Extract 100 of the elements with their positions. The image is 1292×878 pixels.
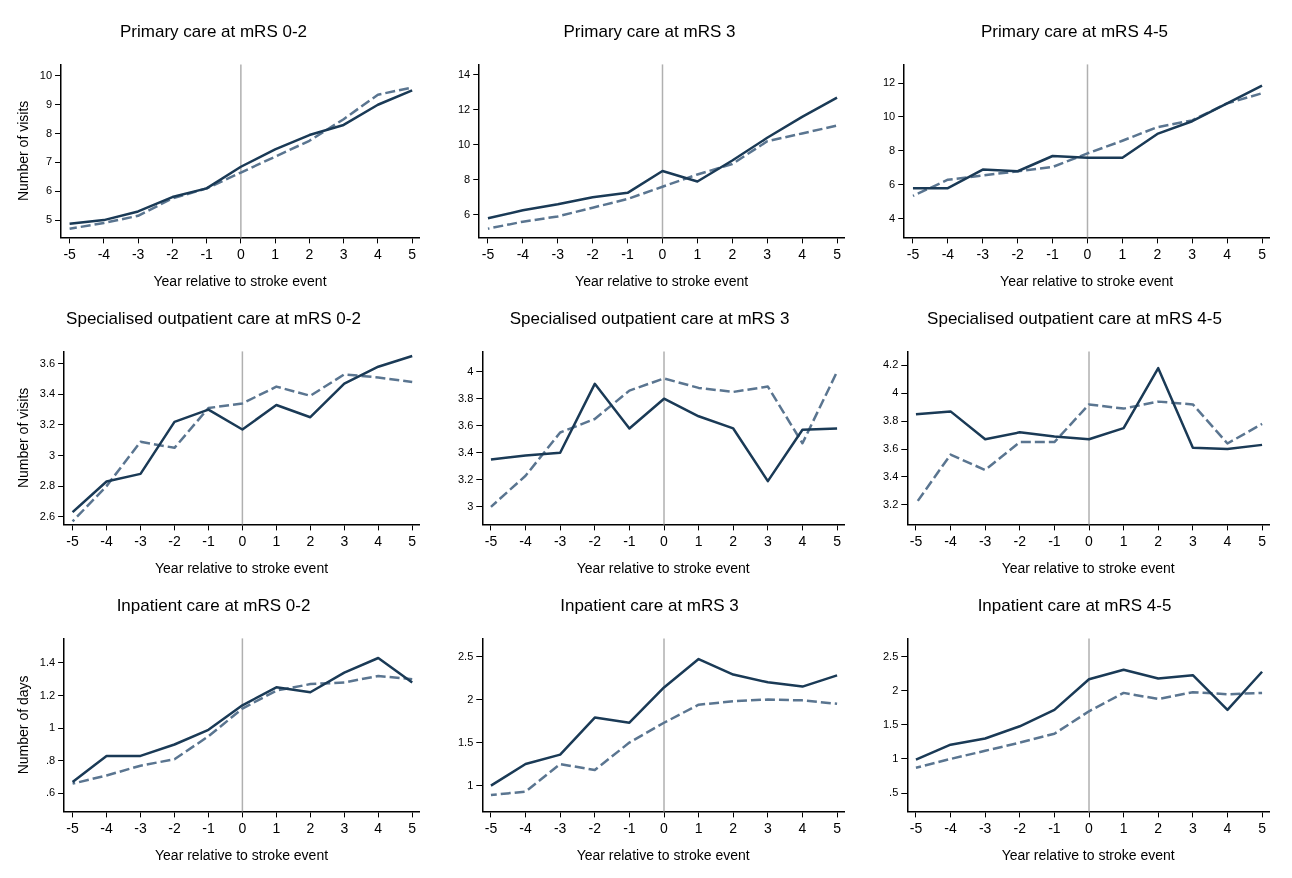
x-tick-label: 1 [694, 532, 703, 549]
x-tick-label: -2 [168, 532, 181, 549]
x-tick-label: 5 [408, 819, 417, 836]
x-tick-label: -4 [97, 245, 111, 262]
chart-title: Inpatient care at mRS 3 [560, 595, 739, 615]
y-tick-label: 2 [467, 692, 474, 705]
x-tick-label: 2 [729, 819, 738, 836]
x-tick-label: -3 [134, 532, 147, 549]
x-tick-label: 4 [798, 532, 807, 549]
x-tick-label: -3 [551, 245, 565, 262]
x-axis-title: Year relative to stroke event [155, 847, 329, 864]
y-tick-label: 8 [889, 143, 896, 156]
x-tick-label: -5 [66, 532, 80, 549]
x-axis-title: Year relative to stroke event [1001, 560, 1175, 577]
y-tick-label: 2.8 [39, 479, 56, 492]
chart-title: Specialised outpatient care at mRS 4-5 [927, 308, 1222, 328]
x-tick-label: -3 [553, 532, 567, 549]
x-tick-label: -2 [1011, 245, 1025, 262]
x-tick-label: 1 [1118, 245, 1127, 262]
x-tick-label: 4 [798, 245, 807, 262]
y-tick-label: 5 [45, 213, 53, 226]
x-tick-label: -4 [519, 819, 532, 836]
x-tick-label: 2 [1154, 532, 1163, 549]
chart-title: Primary care at mRS 3 [563, 21, 736, 41]
chart-title: Primary care at mRS 0-2 [119, 21, 308, 41]
x-tick-label: 4 [1223, 245, 1232, 262]
x-tick-label: -5 [909, 532, 923, 549]
chart-title: Specialised outpatient care at mRS 0-2 [66, 308, 361, 328]
x-tick-label: 3 [1188, 532, 1197, 549]
x-tick-label: 0 [660, 532, 669, 549]
x-tick-label: 2 [1153, 245, 1162, 262]
y-tick-label: 3.6 [457, 418, 474, 431]
x-tick-label: -5 [66, 819, 80, 836]
x-tick-label: 5 [408, 245, 417, 262]
x-tick-label: 1 [694, 819, 703, 836]
x-axis-title: Year relative to stroke event [1000, 273, 1174, 290]
y-tick-label: 6 [889, 177, 896, 190]
y-tick-label: 4 [467, 364, 474, 377]
x-axis-title: Year relative to stroke event [155, 560, 329, 577]
x-tick-label: 0 [238, 819, 247, 836]
x-tick-label: 5 [833, 819, 842, 836]
x-tick-label: -3 [131, 245, 145, 262]
y-tick-label: 12 [457, 102, 471, 115]
x-tick-label: 2 [1154, 819, 1163, 836]
x-tick-label: -5 [481, 245, 495, 262]
x-tick-label: 4 [374, 819, 383, 836]
x-tick-label: 1 [271, 245, 280, 262]
chart-title: Inpatient care at mRS 0-2 [116, 595, 311, 615]
y-tick-label: 1.2 [39, 688, 56, 701]
x-tick-label: -4 [941, 245, 955, 262]
x-tick-label: 1 [1119, 532, 1128, 549]
x-tick-label: -1 [623, 532, 636, 549]
x-tick-label: 0 [1085, 532, 1094, 549]
y-tick-label: .6 [45, 786, 56, 799]
x-tick-label: -4 [516, 245, 530, 262]
x-tick-label: 3 [340, 819, 349, 836]
x-tick-label: 2 [306, 819, 315, 836]
x-tick-label: -4 [944, 532, 957, 549]
x-tick-label: 4 [1223, 532, 1232, 549]
x-axis-title: Year relative to stroke event [153, 273, 327, 290]
x-tick-label: 3 [339, 245, 348, 262]
y-tick-label: 10 [39, 68, 53, 81]
x-tick-label: -2 [586, 245, 600, 262]
x-tick-label: -5 [63, 245, 77, 262]
x-axis-title: Year relative to stroke event [576, 560, 750, 577]
x-tick-label: 1 [272, 819, 281, 836]
y-tick-label: 1 [467, 778, 474, 791]
y-tick-label: 3.4 [457, 445, 474, 458]
y-tick-label: 3.6 [882, 442, 899, 455]
x-tick-label: -5 [484, 532, 498, 549]
x-tick-label: 3 [763, 245, 772, 262]
x-tick-label: 5 [1258, 245, 1267, 262]
x-axis-title: Year relative to stroke event [1001, 847, 1175, 864]
y-tick-label: 3.4 [882, 470, 899, 482]
line-series [71, 373, 414, 523]
y-tick-label: 2.6 [39, 509, 56, 522]
x-tick-label: -2 [168, 819, 181, 836]
y-tick-label: 3.6 [39, 356, 56, 369]
y-tick-label: 1.5 [457, 735, 474, 748]
x-tick-label: -3 [978, 819, 992, 836]
y-tick-label: 6 [45, 184, 53, 197]
x-tick-label: 0 [1085, 819, 1094, 836]
line-series [914, 690, 1264, 770]
y-tick-label: 1 [48, 721, 56, 734]
x-tick-label: -2 [1013, 532, 1027, 549]
x-tick-label: 1 [1119, 819, 1128, 836]
x-tick-label: -3 [976, 245, 990, 262]
chart-title: Specialised outpatient care at mRS 3 [509, 308, 790, 328]
x-tick-label: -1 [200, 245, 214, 262]
x-tick-label: -5 [484, 819, 498, 836]
x-tick-label: 5 [1258, 532, 1267, 549]
x-axis-title: Year relative to stroke event [575, 273, 749, 290]
y-tick-label: 1.5 [882, 717, 899, 730]
line-series [486, 124, 839, 230]
chart-title: Primary care at mRS 4-5 [980, 21, 1169, 41]
y-tick-label: 14 [457, 67, 471, 80]
y-tick-label: 4 [889, 211, 896, 224]
y-axis-title: Number of visits [15, 100, 32, 202]
x-tick-label: 0 [1083, 245, 1092, 262]
y-tick-label: 4.2 [882, 358, 899, 371]
